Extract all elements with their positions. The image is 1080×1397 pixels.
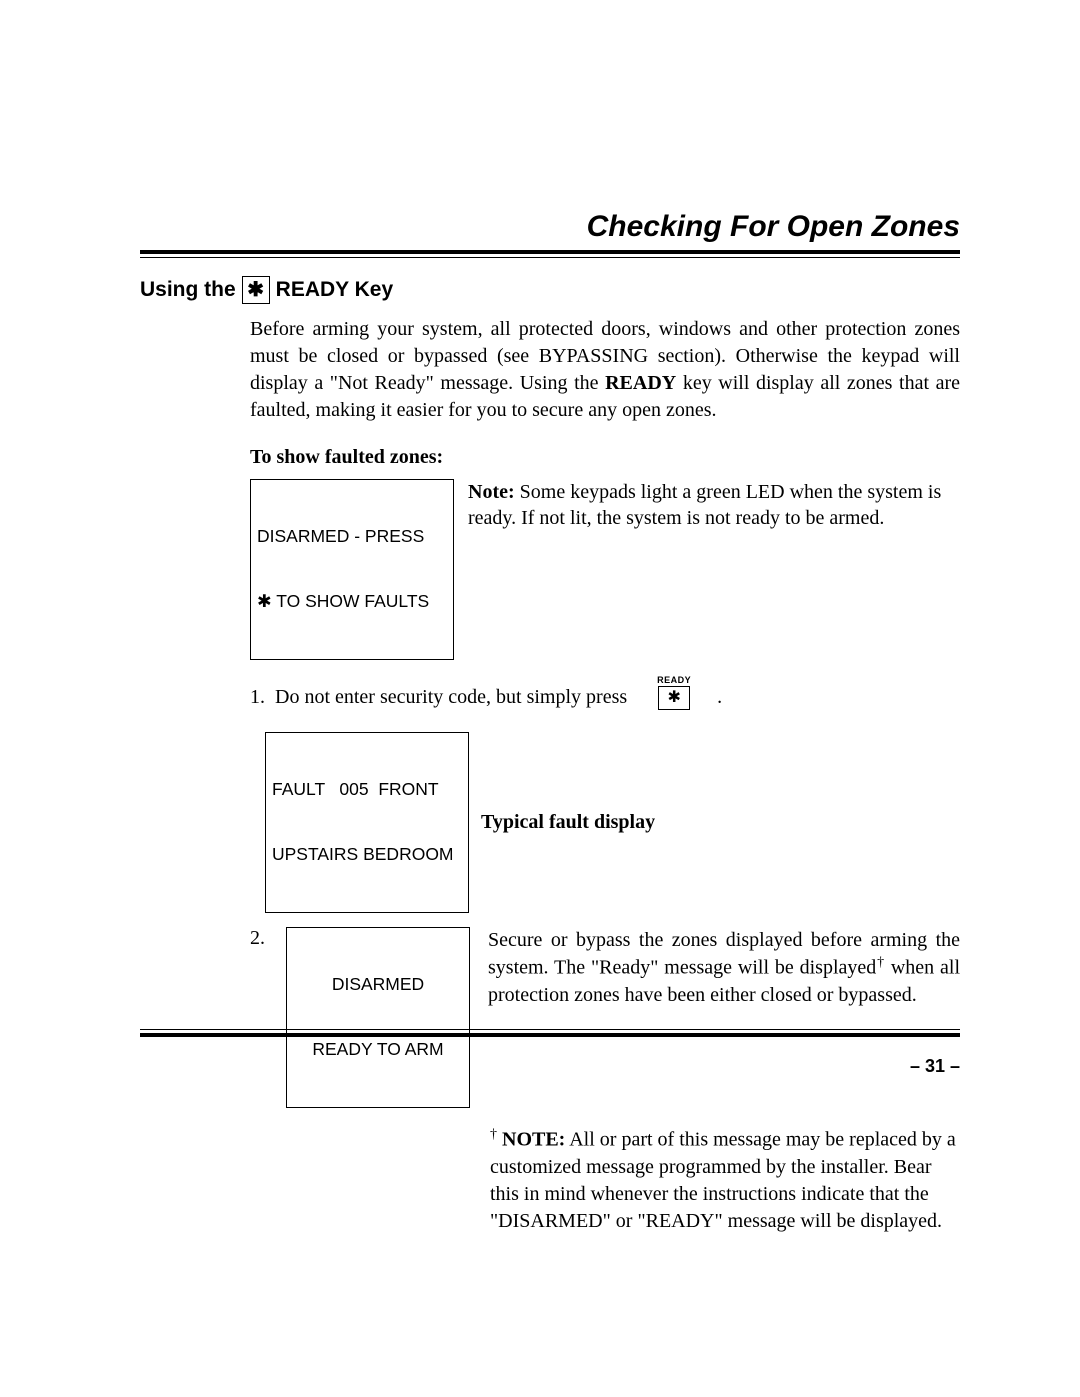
star-key-icon: ✱ (242, 276, 270, 304)
lcd3-line1: DISARMED (293, 974, 463, 996)
step-2-row: 2. DISARMED READY TO ARM Secure or bypas… (250, 927, 960, 1108)
ready-key: READY ✱ (657, 676, 691, 710)
lcd2-line1: FAULT 005 FRONT (272, 779, 462, 801)
lcd-display-2: FAULT 005 FRONT UPSTAIRS BEDROOM (265, 732, 469, 913)
intro-bold: READY (605, 372, 676, 394)
dagger-note: † NOTE: All or part of this message may … (490, 1126, 960, 1235)
step1-period: . (717, 686, 722, 709)
dagger-sup: † (876, 955, 885, 970)
lcd-display-3: DISARMED READY TO ARM (286, 927, 470, 1108)
heading-prefix: Using the (140, 278, 236, 302)
lcd2-line2: UPSTAIRS BEDROOM (272, 844, 462, 866)
note1-text: Some keypads light a green LED when the … (468, 481, 941, 529)
title-rule (140, 250, 960, 258)
heading-suffix: READY Key (276, 278, 394, 302)
typical-fault-label: Typical fault display (481, 811, 655, 834)
note-1: Note: Some keypads light a green LED whe… (468, 479, 960, 531)
lcd1-line2-wrap: ✱ TO SHOW FAULTS (257, 591, 447, 613)
step2-num: 2. (250, 927, 268, 950)
page-number: – 31 – (910, 1056, 960, 1077)
ready-key-label: READY (657, 676, 691, 685)
lcd3-line2: READY TO ARM (293, 1039, 463, 1061)
star-key-small-icon: ✱ (658, 686, 690, 710)
step1-num: 1. (250, 686, 265, 709)
fault-display-row: FAULT 005 FRONT UPSTAIRS BEDROOM Typical… (265, 732, 960, 913)
step2-text: Secure or bypass the zones displayed bef… (488, 927, 960, 1009)
subheading: To show faulted zones: (250, 446, 960, 469)
intro-paragraph: Before arming your system, all protected… (250, 316, 960, 424)
lcd1-star: ✱ (257, 591, 272, 611)
footer-rule (140, 1029, 960, 1037)
lcd1-line1: DISARMED - PRESS (257, 526, 447, 548)
step1-text: Do not enter security code, but simply p… (275, 686, 627, 709)
dagger-symbol: † (490, 1127, 497, 1142)
note1-bold: Note: (468, 481, 515, 503)
step-1-row: 1. Do not enter security code, but simpl… (250, 680, 960, 714)
lcd1-line2: TO SHOW FAULTS (272, 591, 430, 611)
page-title: Checking For Open Zones (140, 210, 960, 244)
section-heading: Using the ✱ READY Key (140, 276, 960, 304)
lcd-display-1: DISARMED - PRESS ✱ TO SHOW FAULTS (250, 479, 454, 660)
lcd-note-row: DISARMED - PRESS ✱ TO SHOW FAULTS Note: … (250, 479, 960, 660)
dagger-bold: NOTE: (497, 1129, 565, 1151)
